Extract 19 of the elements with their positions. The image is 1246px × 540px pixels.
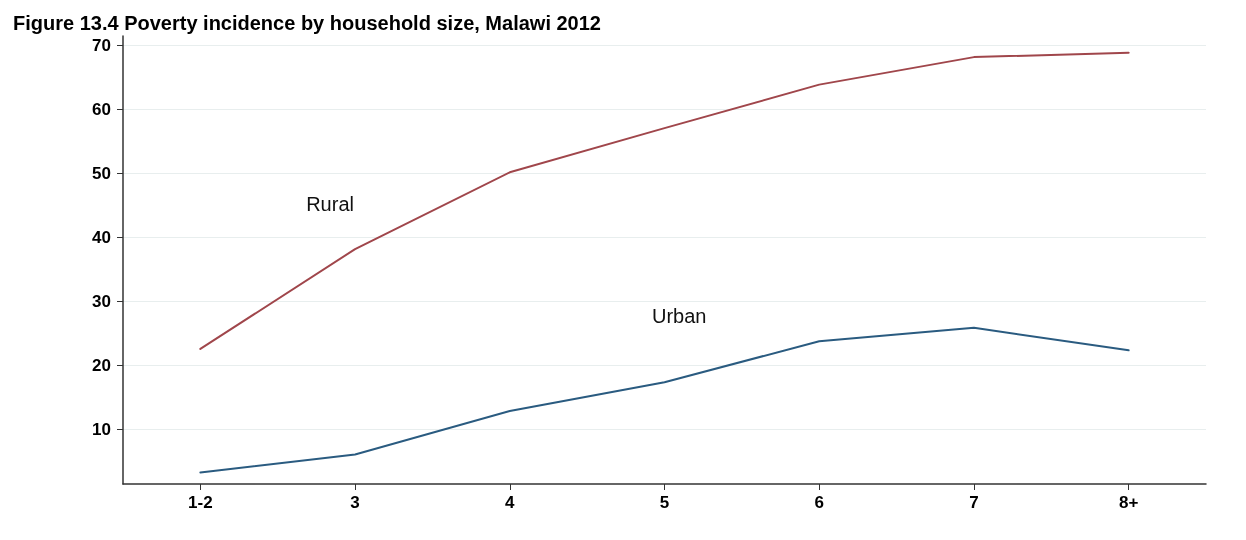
- series-label: Rural: [306, 193, 354, 216]
- text: Urban: [651, 305, 707, 328]
- line-series: [199, 51, 1130, 350]
- chart-title: Figure 13.4 Poverty incidence by household size, Malawi 2012: [13, 12, 601, 34]
- x-tick-label: 6: [814, 493, 824, 512]
- y-tick-label: 50: [92, 164, 111, 184]
- line-series: [199, 326, 1130, 474]
- y-tick-label: 30: [92, 292, 111, 312]
- y-tick-label: 20: [92, 356, 111, 376]
- y-tick-label: 10: [92, 420, 111, 440]
- x-tick-label: 5: [659, 493, 670, 512]
- y-tick-label: 70: [92, 36, 111, 56]
- y-tick-label: 40: [92, 228, 111, 248]
- x-tick-label: 7: [969, 493, 979, 512]
- x-tick-label: 1-2: [188, 493, 213, 512]
- x-tick-label: 8+: [1118, 493, 1139, 512]
- x-tick-label: 4: [505, 493, 516, 512]
- x-tick-label: 3: [350, 493, 360, 512]
- y-tick-label: 60: [92, 100, 111, 120]
